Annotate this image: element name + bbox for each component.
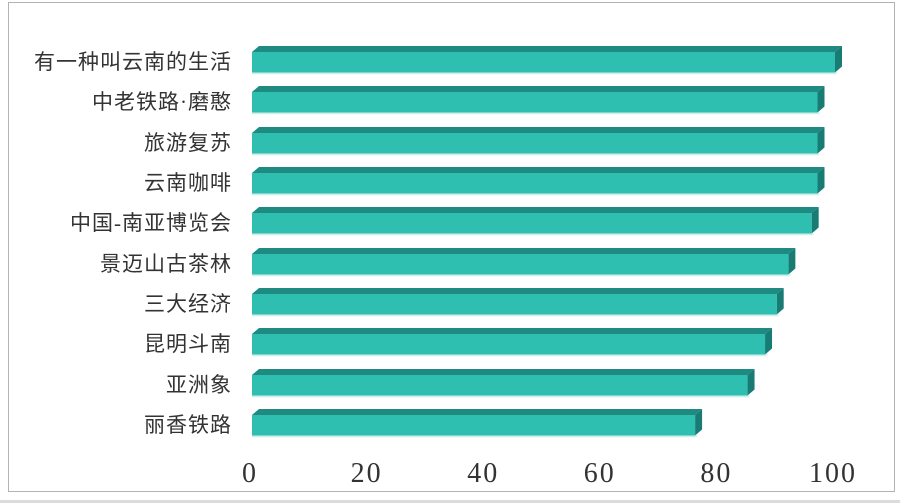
x-axis: 0 20 40 60 80 100: [0, 458, 900, 490]
category-label: 有一种叫云南的生活: [34, 50, 232, 74]
x-axis-tick-label: 0: [242, 458, 258, 489]
category-label: 昆明斗南: [144, 332, 232, 357]
bar: [252, 46, 842, 75]
bar: [252, 409, 703, 438]
chart-row: 三大经济: [10, 281, 890, 321]
category-label: 丽香铁路: [144, 413, 232, 438]
chart-row: 旅游复苏: [10, 120, 890, 160]
category-label: 亚洲象: [166, 372, 232, 397]
bar: [252, 86, 825, 115]
bar: [252, 288, 784, 317]
chart-row: 中老铁路·磨憨: [10, 79, 890, 119]
category-label: 中国-南亚博览会: [70, 211, 232, 236]
bar: [252, 247, 796, 277]
x-axis-tick-label: 20: [350, 458, 383, 489]
bar: [252, 368, 755, 398]
category-label: 云南咖啡: [144, 171, 232, 196]
x-axis-tick-label: 60: [583, 458, 616, 489]
category-label: 三大经济: [144, 292, 232, 317]
chart-row: 昆明斗南: [10, 321, 890, 361]
chart-row: 丽香铁路: [10, 402, 890, 442]
chart-row: 中国-南亚博览会: [10, 200, 890, 240]
chart-row: 亚洲象: [10, 362, 890, 402]
chart-row: 云南咖啡: [10, 160, 890, 200]
chart-row: 景迈山古茶林: [10, 241, 890, 281]
chart-row: 有一种叫云南的生活: [10, 39, 890, 79]
bar: [252, 167, 825, 196]
category-label: 旅游复苏: [144, 130, 232, 155]
bottom-edge-line: [0, 500, 900, 503]
bar: [252, 328, 773, 357]
x-axis-tick-label: 80: [700, 458, 733, 489]
x-axis-tick-label: 100: [809, 458, 857, 489]
bar: [252, 207, 819, 236]
category-label: 中老铁路·磨憨: [92, 90, 232, 115]
x-axis-tick-label: 40: [467, 458, 500, 489]
category-label: 景迈山古茶林: [100, 251, 232, 276]
bar: [252, 126, 825, 155]
